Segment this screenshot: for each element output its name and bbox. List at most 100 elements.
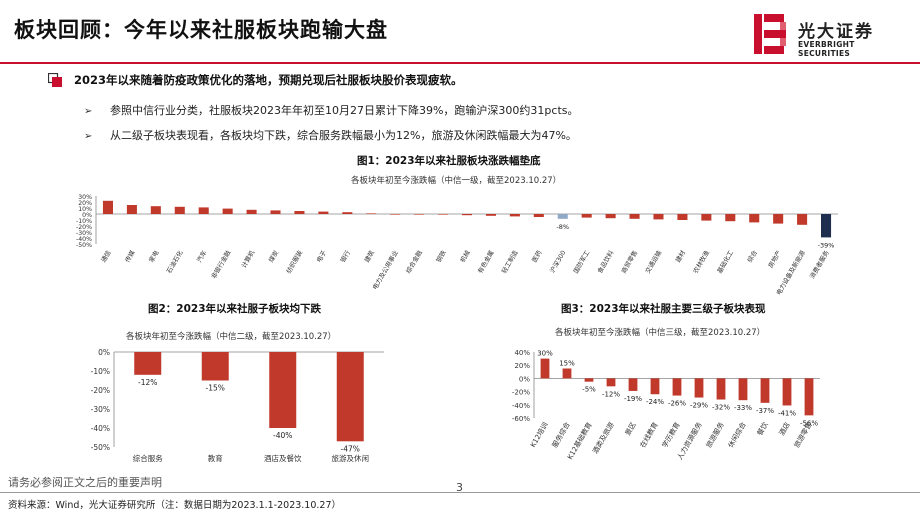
bar	[782, 378, 792, 406]
category-label: 商贸零售	[619, 249, 639, 275]
bar	[509, 214, 520, 217]
category-label: 综合金融	[403, 248, 424, 275]
section-square-icon	[48, 73, 62, 87]
category-label: 综合	[745, 248, 759, 264]
bar	[366, 213, 377, 214]
category-label: 通信	[99, 249, 113, 264]
category-label: 酒类及旅游	[590, 421, 615, 456]
y-tick-label: -30%	[91, 405, 110, 414]
arrow-bullet-icon: ➢	[84, 106, 93, 117]
category-label: 消费者服务	[807, 248, 831, 280]
bar	[246, 209, 257, 214]
fig2-title: 图2：2023年以来社服子板块均下跌	[148, 303, 322, 315]
category-label: K12培训	[528, 421, 550, 449]
bar	[102, 200, 113, 214]
data-label: -32%	[712, 404, 730, 412]
bar	[533, 214, 544, 217]
fig1-title: 图1：2023年以来社服板块涨跌幅垫底	[357, 155, 541, 167]
bar	[716, 378, 726, 400]
bar	[557, 214, 568, 219]
fig2-bar-chart: 0% -10% -20% -30% -40% -50% -12% 综合服务 -15% 教育 -40%…	[91, 348, 384, 463]
category-label: 服务综合	[550, 421, 572, 450]
bar	[677, 214, 688, 220]
category-label: 酒店	[777, 421, 792, 438]
category-label: 酒店及餐饮	[264, 453, 302, 463]
category-label: 医药	[529, 249, 543, 264]
bullet-text: 从二级子板块表现看，各板块均下跌，综合服务跌幅最小为12%，旅游及休闲跌幅最大为…	[110, 129, 577, 142]
category-label: 机械	[458, 248, 472, 264]
y-tick-label: -40%	[76, 236, 92, 243]
category-label: 计算机	[239, 248, 257, 269]
y-tick-label: -40%	[91, 424, 110, 433]
header-divider	[0, 62, 920, 64]
bar	[174, 206, 185, 214]
company-logo: 光大证券 EVERBRIGHT SECURITIES	[754, 12, 904, 58]
data-label: -15%	[206, 384, 225, 393]
category-label: 煤炭	[266, 248, 280, 264]
category-label: 非银行金融	[209, 248, 233, 280]
y-tick-label: -20%	[512, 389, 530, 397]
bar	[760, 378, 770, 403]
fig1-subtitle: 各板块年初至今涨跌幅（中信一级，截至2023.10.27）	[351, 176, 562, 186]
bar	[270, 210, 281, 214]
y-tick-label: 10%	[78, 206, 92, 213]
category-label: 银行	[338, 248, 352, 264]
bar	[562, 368, 572, 379]
category-label: 电子	[314, 249, 328, 264]
fig2-subtitle: 各板块年初至今涨跌幅（中信二级，截至2023.10.27）	[126, 332, 337, 342]
y-tick-label: -20%	[76, 224, 92, 231]
y-tick-label: -50%	[76, 242, 92, 249]
bar	[804, 378, 814, 416]
bar	[605, 214, 616, 219]
category-label: 教育	[208, 453, 223, 463]
category-label: 基础化工	[715, 249, 735, 275]
bar	[628, 378, 638, 391]
category-label: 汽车	[194, 249, 208, 264]
y-tick-label: 30%	[78, 194, 92, 201]
category-label: 食品饮料	[595, 248, 616, 275]
bar	[336, 352, 364, 442]
category-label: 交通运输	[643, 248, 664, 275]
category-label: 建筑	[362, 248, 376, 264]
data-label: -8%	[556, 223, 569, 231]
bullet-text: 参照中信行业分类，社服板块2023年年初至10月27日累计下降39%，跑输沪深3…	[110, 104, 579, 117]
bar	[198, 207, 209, 214]
fig3-title: 图3：2023年以来社服主要三级子板块表现	[561, 303, 766, 315]
category-label: 纺织服装	[284, 248, 305, 275]
data-label: -56%	[800, 419, 818, 427]
y-tick-label: 0%	[519, 375, 530, 383]
category-label: 学历教育	[660, 421, 682, 450]
data-label: -29%	[690, 402, 708, 410]
y-tick-label: -60%	[512, 415, 530, 423]
y-tick-label: -10%	[91, 367, 110, 376]
data-label: -40%	[273, 431, 292, 440]
bar	[821, 214, 832, 238]
y-tick-label: 40%	[514, 349, 530, 357]
data-label: -24%	[646, 398, 664, 406]
data-label: -5%	[582, 386, 596, 394]
category-label: 钢铁	[434, 248, 448, 264]
fig1-bar-chart: 30%20%10%0%-10%-20%-30%-40%-50% 通信 传媒 家电 石油石…	[76, 194, 838, 297]
logo-text-en: EVERBRIGHT SECURITIES	[798, 40, 855, 58]
bar	[725, 214, 736, 222]
logo-text-cn: 光大证券	[798, 22, 874, 42]
category-label: 餐饮	[755, 421, 770, 438]
bar	[701, 214, 712, 221]
bar	[773, 214, 784, 224]
data-source: 资料来源：Wind，光大证券研究所（注：数据日期为2023.1.1-2023.1…	[8, 500, 342, 511]
fig3-bar-chart: 40%20%0%-20%-40%-60%30%K12培训15%服务综合-5%K1…	[512, 349, 820, 461]
bar	[318, 211, 329, 214]
y-tick-label: 20%	[78, 200, 92, 207]
bar	[581, 214, 592, 218]
data-label: -41%	[778, 409, 796, 417]
bar	[390, 214, 401, 215]
bar	[797, 214, 808, 225]
summary-lead: 2023年以来随着防疫政策优化的落地，预期兑现后社服板块股价表现疲软。	[74, 73, 463, 87]
category-label: 旅游服务	[704, 421, 726, 450]
bar	[414, 214, 425, 215]
bar	[342, 212, 353, 214]
category-label: 在线教育	[638, 421, 660, 450]
bar	[540, 358, 550, 379]
category-label: 旅游及休闲	[332, 453, 370, 463]
y-tick-label: -50%	[91, 443, 110, 452]
